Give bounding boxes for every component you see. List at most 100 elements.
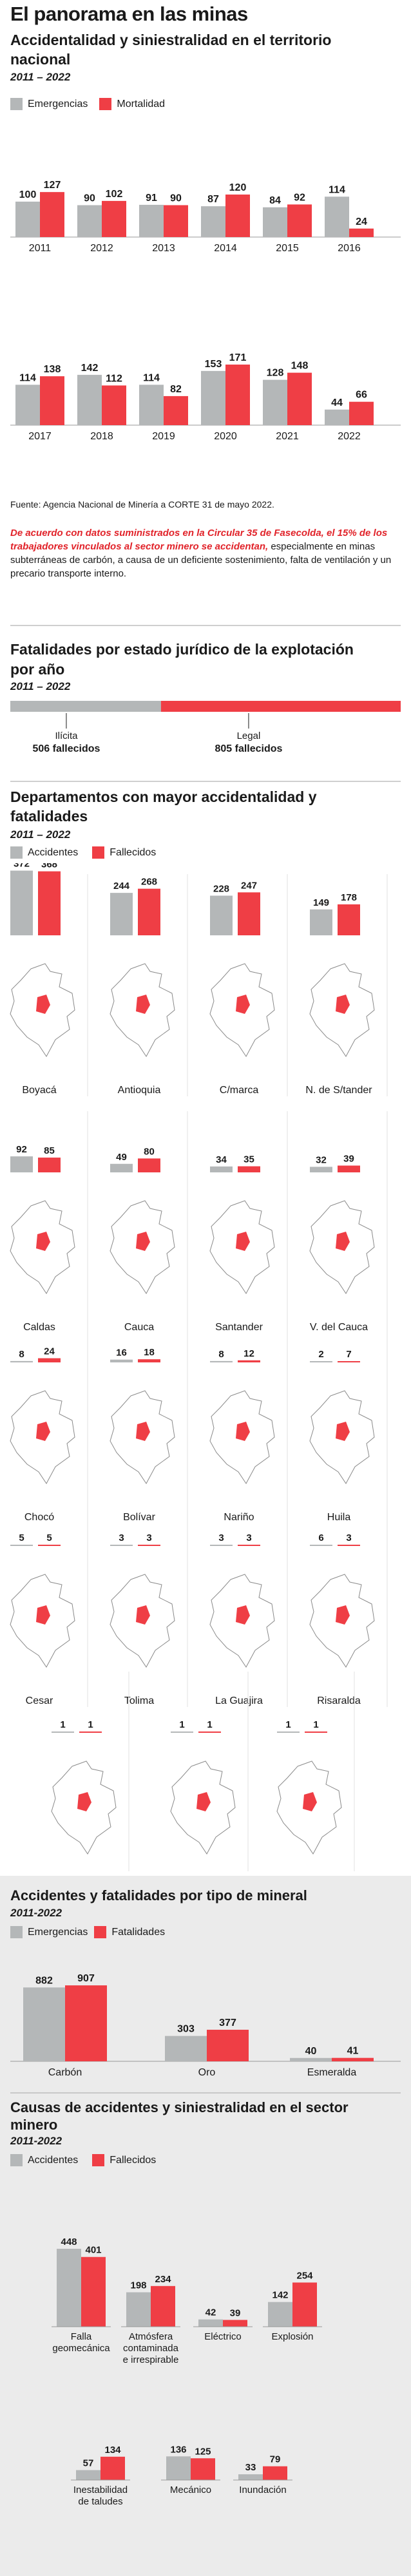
department-highlight xyxy=(36,995,50,1014)
department-map xyxy=(309,963,375,1057)
fatalities-years: 2011 – 2022 xyxy=(10,680,71,692)
bar-accidentes xyxy=(310,909,332,935)
bar-accidentes xyxy=(57,2249,81,2327)
bar-emergencias xyxy=(290,2057,332,2061)
department-label: Chocó xyxy=(24,1512,54,1523)
department-highlight xyxy=(77,1792,91,1811)
bar-fallecidos xyxy=(238,1166,260,1172)
bar-emergencias xyxy=(23,1987,65,2061)
department-highlight xyxy=(136,1232,150,1251)
tick-label: 2022 xyxy=(338,431,361,442)
value-label: 80 xyxy=(144,1146,155,1157)
value-label: 42 xyxy=(206,2307,216,2318)
tick-label: Mecánico xyxy=(170,2485,211,2495)
department-highlight xyxy=(336,1232,350,1251)
department-highlight xyxy=(236,1232,250,1251)
legend-label-mortalidad: Mortalidad xyxy=(117,98,166,110)
bar-accidentes xyxy=(110,893,133,935)
bar-fallecidos xyxy=(38,1545,61,1546)
section-divider xyxy=(10,781,401,782)
department-label: Santander xyxy=(215,1322,263,1333)
value-label: 7 xyxy=(346,1349,351,1360)
value-label: 6 xyxy=(318,1532,323,1543)
value-label: 44 xyxy=(331,397,343,408)
value-label: 87 xyxy=(207,194,219,205)
value-label: 372 xyxy=(14,863,30,870)
bar-accidentes xyxy=(110,1359,133,1362)
value-label: 41 xyxy=(347,2046,359,2057)
department-map xyxy=(309,1574,375,1668)
value-label: 448 xyxy=(61,2237,77,2247)
department-highlight xyxy=(303,1792,317,1811)
value-label: 128 xyxy=(267,368,284,379)
bar-accidentes xyxy=(171,1732,193,1733)
bar-fallecidos xyxy=(338,1361,360,1362)
tick-label: 2021 xyxy=(276,431,299,442)
colombia-outline xyxy=(209,1574,275,1668)
value-label: 8 xyxy=(19,1349,24,1360)
colombia-outline xyxy=(110,1200,175,1294)
context-note: De acuerdo con datos suministrados en la… xyxy=(10,526,397,580)
section-divider xyxy=(10,625,401,626)
department-highlight xyxy=(236,1605,250,1625)
value-label: 100 xyxy=(19,189,37,200)
bar-mortalidad xyxy=(164,396,188,425)
bar-mortalidad xyxy=(349,228,374,237)
value-label: 8 xyxy=(218,1349,224,1360)
department-map xyxy=(209,1200,275,1294)
value-label: 125 xyxy=(195,2446,211,2457)
legal-label: Legal xyxy=(237,730,261,741)
department-label: Huila xyxy=(327,1512,351,1523)
bar-emergencias xyxy=(139,385,164,425)
value-label: 66 xyxy=(356,390,367,401)
tick-label: Eléctrico xyxy=(204,2331,242,2342)
bar-mortalidad xyxy=(287,204,312,237)
department-map xyxy=(10,1200,75,1294)
department-highlight xyxy=(36,1605,50,1625)
tick-label: 2011 xyxy=(29,243,52,254)
bar-mortalidad xyxy=(349,401,374,425)
tick-label: 2013 xyxy=(152,243,175,254)
bar-mortalidad xyxy=(164,205,188,237)
bar-accidentes xyxy=(10,870,33,935)
department-map xyxy=(309,1390,375,1484)
department-highlight xyxy=(336,995,350,1014)
value-label: 268 xyxy=(141,877,157,888)
colombia-outline xyxy=(10,1574,75,1668)
value-label: 1 xyxy=(88,1719,93,1730)
legend-label-fallecidos: Fallecidos xyxy=(110,2154,157,2166)
yearly-bar-chart: 100 127 2011 90 102 2012 91 90 2013 87 120 2014 84 92… xyxy=(10,180,401,442)
bar-accidentes xyxy=(210,895,233,935)
value-label: 149 xyxy=(313,897,329,908)
bar-emergencias xyxy=(325,409,349,425)
colombia-outline xyxy=(110,963,175,1057)
colombia-outline xyxy=(209,1390,275,1484)
note-highlight: De acuerdo con datos suministrados en la… xyxy=(10,528,388,552)
bar-legal xyxy=(160,701,401,712)
minerals-years: 2011-2022 xyxy=(10,1907,62,1919)
years-label: 2011 – 2022 xyxy=(10,71,71,83)
department-map xyxy=(209,1390,275,1484)
value-label: 228 xyxy=(213,883,229,894)
department-map xyxy=(110,1390,175,1484)
colombia-outline xyxy=(276,1760,342,1855)
department-map xyxy=(110,1200,175,1294)
value-label: 18 xyxy=(144,1347,155,1358)
value-label: 3 xyxy=(346,1532,351,1543)
minerals-legend: Emergencias Fatalidades xyxy=(10,1926,165,1938)
value-label: 35 xyxy=(244,1154,254,1165)
value-label: 40 xyxy=(305,2046,317,2057)
fatalities-bar: Ilícita 506 fallecidos Legal 805 fallecidos xyxy=(10,701,401,754)
value-label: 1 xyxy=(207,1719,212,1730)
tick-label: 2016 xyxy=(338,243,361,254)
department-map xyxy=(209,963,275,1057)
department-map xyxy=(110,963,175,1057)
bar-fallecidos xyxy=(198,1732,221,1733)
bar-mortalidad xyxy=(102,385,126,425)
value-label: 3 xyxy=(246,1532,251,1543)
departments-legend: Accidentes Fallecidos xyxy=(10,846,156,859)
value-label: 368 xyxy=(41,863,57,870)
tick-label: 2015 xyxy=(276,243,299,254)
bar-accidentes xyxy=(76,2470,100,2480)
bar-emergencias xyxy=(15,385,40,425)
